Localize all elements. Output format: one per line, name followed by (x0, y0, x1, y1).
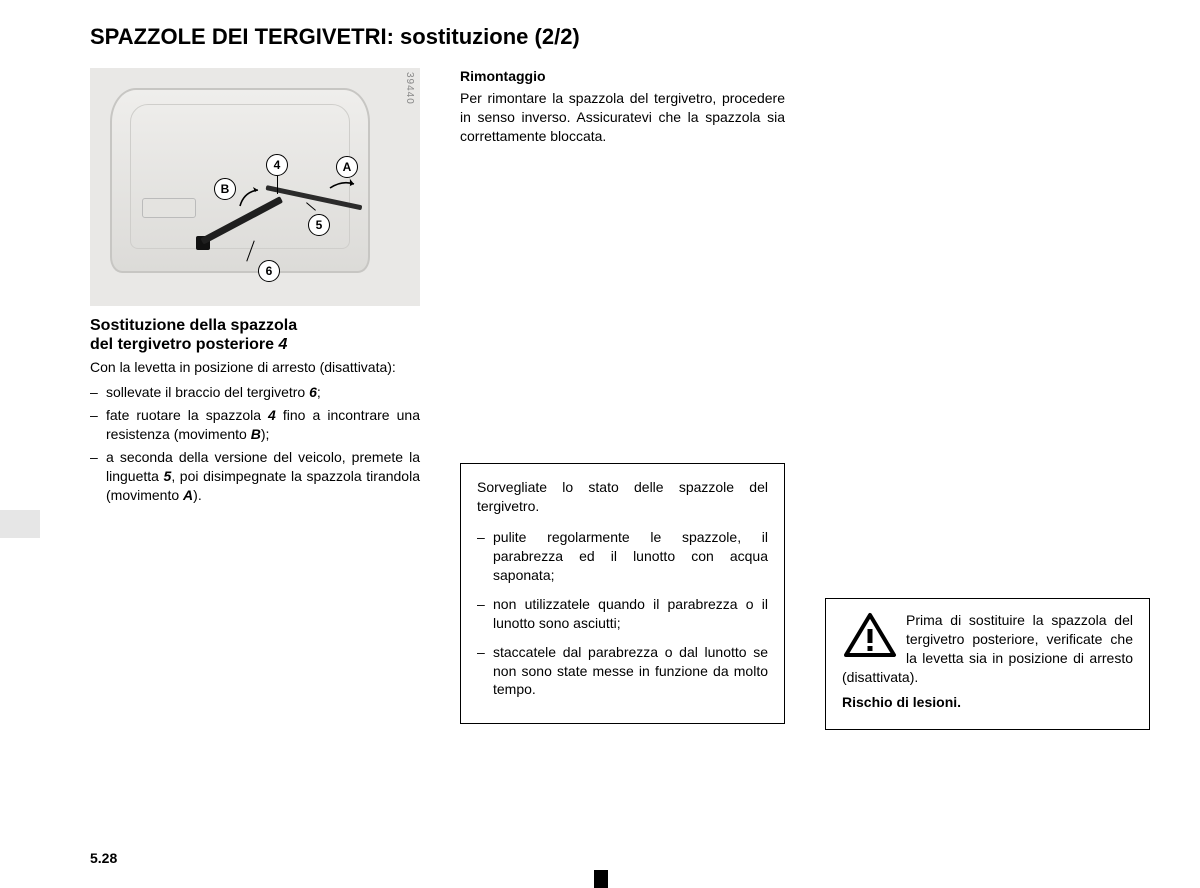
list-item: –non utilizzatele quando il parabrezza o… (477, 595, 768, 633)
col2-para: Per rimontare la spazzola del tergivetro… (460, 89, 785, 146)
heading-line2-num: 4 (279, 336, 288, 353)
heading-line1: Sostituzione della spazzola (90, 317, 297, 334)
arrow-b-icon (236, 186, 266, 208)
column-2: Rimontaggio Per rimontare la spazzola de… (460, 68, 785, 730)
warning-box: Prima di sostituire la spazzola del terg… (825, 598, 1150, 730)
list-item: –staccatele dal parabrezza o dal lunotto… (477, 643, 768, 700)
list-item: – fate ruotare la spazzola 4 fino a inco… (90, 406, 420, 444)
callout-5: 5 (308, 214, 330, 236)
page-title: SPAZZOLE DEI TERGIVETRI: sostituzione (2… (90, 24, 580, 50)
list-item: – sollevate il braccio del tergivetro 6; (90, 383, 420, 402)
col1-intro: Con la levetta in posizione di arresto (… (90, 358, 420, 377)
list-item: –pulite regolarmente le spazzole, il par… (477, 528, 768, 585)
heading-line2-prefix: del tergivetro posteriore (90, 336, 279, 353)
page-number: 5.28 (90, 850, 117, 866)
callout-B: B (214, 178, 236, 200)
title-part: (2/2) (535, 24, 580, 49)
infobox-lead: Sorvegliate lo stato delle spazzole del … (477, 478, 768, 516)
arrow-a-icon (328, 178, 360, 192)
col1-list: – sollevate il braccio del tergivetro 6;… (90, 383, 420, 504)
infobox-maintenance: Sorvegliate lo stato delle spazzole del … (460, 463, 785, 724)
crop-mark (594, 870, 608, 888)
handle-plate (142, 198, 196, 218)
figure-rear-wiper: 39440 4 A B 5 6 (90, 68, 420, 306)
callout-6: 6 (258, 260, 280, 282)
callout-4: 4 (266, 154, 288, 176)
title-text: SPAZZOLE DEI TERGIVETRI: sostituzione (90, 24, 528, 49)
list-item: – a seconda della versione del veicolo, … (90, 448, 420, 505)
column-1: 39440 4 A B 5 6 (90, 68, 420, 730)
col2-heading: Rimontaggio (460, 68, 785, 85)
figure-ref: 39440 (403, 72, 417, 105)
columns: 39440 4 A B 5 6 (90, 68, 1150, 730)
col1-heading: Sostituzione della spazzola del tergivet… (90, 316, 420, 354)
warning-icon (842, 611, 898, 661)
callout-A: A (336, 156, 358, 178)
side-tab (0, 510, 40, 538)
column-3: Prima di sostituire la spazzola del terg… (825, 68, 1150, 730)
leader-4 (277, 176, 278, 194)
infobox-list: –pulite regolarmente le spazzole, il par… (477, 528, 768, 699)
warning-risk: Rischio di lesioni. (842, 693, 1133, 712)
